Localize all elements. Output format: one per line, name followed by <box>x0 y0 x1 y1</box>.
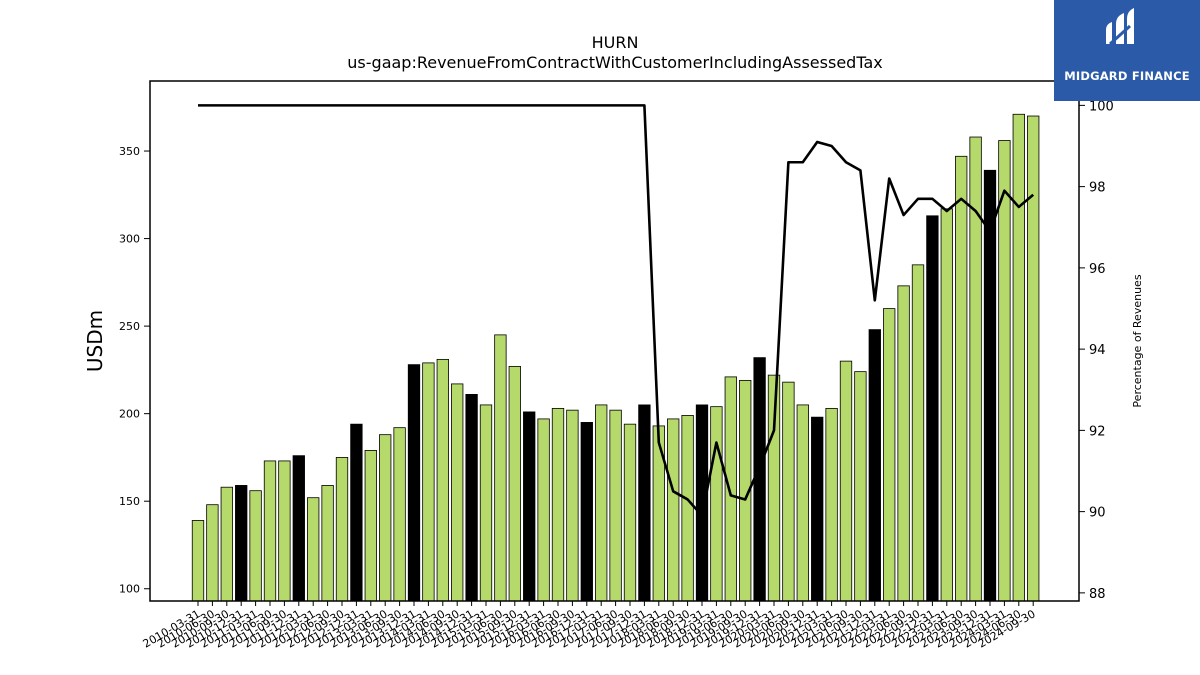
bar-2010-09-30 <box>220 486 233 602</box>
bar-2014-03-31 <box>422 362 435 602</box>
y-tick-label: 300 <box>119 233 140 246</box>
bar-2019-03-31 <box>710 406 723 602</box>
percentage-line <box>198 104 1035 517</box>
bar-2024-03-31 <box>998 140 1011 602</box>
bar-2021-03-31 <box>825 408 838 602</box>
bar-2018-09-30 <box>681 415 694 602</box>
bar-2012-12-31 <box>350 423 363 602</box>
y2-tick-label: 96 <box>1089 262 1106 277</box>
left-axis-ticks: 100 150 200 250 300 350 <box>119 145 150 596</box>
y-tick-label: 250 <box>119 320 140 333</box>
bar-2013-09-30 <box>393 427 406 602</box>
right-axis-ticks: 88 90 92 94 96 98 100 <box>1079 99 1114 602</box>
y-axis-label: USDm <box>83 310 107 372</box>
bar-2010-06-30 <box>206 504 219 602</box>
bar-2011-12-31 <box>292 455 305 602</box>
bar-2014-06-30 <box>436 358 449 602</box>
y2-axis-label: Percentage of Revenues <box>1131 274 1144 407</box>
bar-2022-12-31 <box>926 215 939 602</box>
bar-2013-12-31 <box>407 364 421 602</box>
y-tick-label: 100 <box>119 583 140 596</box>
bar-2020-09-30 <box>796 404 809 602</box>
bar-2016-03-31 <box>537 418 550 602</box>
logo-text: MIDGARD FINANCE <box>1064 69 1190 83</box>
bar-2017-03-31 <box>595 404 608 602</box>
bar-2011-09-30 <box>278 460 291 602</box>
bar-2012-09-30 <box>335 457 349 602</box>
x-axis-ticks: 2010-03-312010-06-302010-09-302010-12-31… <box>141 601 1038 651</box>
chart-subtitle: us-gaap:RevenueFromContractWithCustomerI… <box>347 53 882 72</box>
bar-2023-12-31 <box>983 169 997 602</box>
y2-tick-label: 90 <box>1089 506 1106 521</box>
plot-frame <box>149 80 1080 602</box>
bar-2021-12-31 <box>868 329 881 602</box>
bar-2015-06-30 <box>494 334 507 602</box>
y2-tick-label: 100 <box>1089 99 1114 114</box>
bar-2021-06-30 <box>839 360 853 602</box>
bar-2024-06-30 <box>1012 113 1025 602</box>
bar-2013-03-31 <box>364 450 377 602</box>
bar-2018-12-31 <box>695 404 709 602</box>
bar-2018-06-30 <box>667 418 680 602</box>
bar-2020-06-30 <box>782 381 795 602</box>
bar-2023-03-31 <box>940 208 953 602</box>
y2-tick-label: 88 <box>1089 587 1106 602</box>
bar-2015-09-30 <box>508 365 521 602</box>
y2-tick-label: 92 <box>1089 424 1106 439</box>
bar-2015-03-31 <box>479 404 493 602</box>
bar-2016-06-30 <box>551 408 565 602</box>
bar-2019-12-31 <box>753 357 766 602</box>
y-tick-label: 150 <box>119 495 140 508</box>
bar-2012-03-31 <box>307 497 320 602</box>
bar-2016-12-31 <box>580 422 593 602</box>
bar-2011-06-30 <box>263 460 277 602</box>
bar-2021-09-30 <box>854 371 867 602</box>
chart-title: HURN <box>592 33 639 52</box>
y2-tick-label: 98 <box>1089 181 1106 196</box>
bar-2022-06-30 <box>897 285 910 602</box>
bar-2016-09-30 <box>566 409 579 602</box>
bar-2013-06-30 <box>379 434 392 602</box>
logo-mark-icon <box>1106 8 1134 46</box>
percentage-line-series <box>198 104 1035 517</box>
bar-2014-12-31 <box>465 393 478 602</box>
bar-2010-03-31 <box>191 520 205 602</box>
bar-2023-06-30 <box>955 155 968 602</box>
bar-2019-06-30 <box>724 376 737 602</box>
bar-2010-12-31 <box>235 485 248 602</box>
bar-2015-12-31 <box>523 411 536 602</box>
bar-2014-09-30 <box>451 383 464 602</box>
bar-2022-03-31 <box>883 308 896 602</box>
y2-tick-label: 94 <box>1089 343 1106 358</box>
bar-2012-06-30 <box>321 485 334 602</box>
bar-2017-06-30 <box>609 409 622 602</box>
bar-2020-12-31 <box>811 416 824 602</box>
bar-2017-09-30 <box>623 423 637 602</box>
bar-2024-09-30 <box>1027 115 1040 602</box>
y-tick-label: 350 <box>119 145 140 158</box>
y-tick-label: 200 <box>119 408 140 421</box>
bar-2017-12-31 <box>638 404 651 602</box>
bar-series <box>191 113 1040 602</box>
midgard-finance-logo: MIDGARD FINANCE <box>1054 0 1200 101</box>
bar-2022-09-30 <box>911 264 925 602</box>
bar-2011-03-31 <box>249 490 262 602</box>
